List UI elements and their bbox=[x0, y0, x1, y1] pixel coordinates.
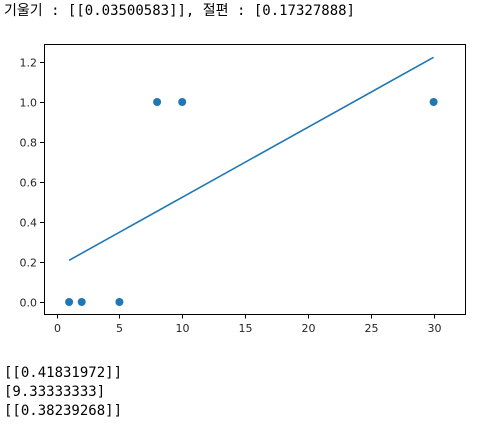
y-tick-label: 0.2 bbox=[20, 257, 38, 270]
data-point bbox=[65, 298, 74, 306]
plot-svg: 0 5 10 15 20 25 30 0.0 0.2 0.4 0.6 0.8 1.0 1.2 bbox=[20, 44, 466, 335]
y-tick-label: 0.0 bbox=[20, 297, 38, 310]
output-line-3: [[0.38239268]] bbox=[4, 403, 123, 419]
x-tick-label: 25 bbox=[365, 322, 379, 335]
y-tick-label: 0.8 bbox=[20, 137, 38, 150]
y-tick-label: 0.4 bbox=[20, 217, 38, 230]
data-point bbox=[429, 98, 438, 106]
y-tick-label: 1.0 bbox=[20, 97, 38, 110]
data-point bbox=[153, 98, 162, 106]
x-ticks: 0 5 10 15 20 25 30 bbox=[54, 314, 442, 335]
output-line-1: [[0.41831972]] bbox=[4, 365, 123, 381]
data-point bbox=[115, 298, 124, 306]
scatter-plot: 0 5 10 15 20 25 30 0.0 0.2 0.4 0.6 0.8 1.0 1.2 bbox=[0, 30, 480, 350]
regression-output-header: 기울기 : [[0.03500583]], 절편 : [0.17327888] bbox=[4, 3, 355, 19]
x-tick-label: 5 bbox=[116, 322, 123, 335]
y-tick-label: 0.6 bbox=[20, 177, 38, 190]
x-tick-label: 20 bbox=[302, 322, 316, 335]
x-tick-label: 30 bbox=[428, 322, 442, 335]
y-ticks: 0.0 0.2 0.4 0.6 0.8 1.0 1.2 bbox=[20, 57, 45, 310]
fit-line bbox=[68, 56, 434, 261]
x-tick-label: 10 bbox=[176, 322, 190, 335]
x-tick-label: 15 bbox=[239, 322, 253, 335]
y-tick-label: 1.2 bbox=[20, 57, 38, 70]
axes-frame bbox=[44, 44, 466, 315]
output-line-2: [9.33333333] bbox=[4, 384, 106, 400]
data-point bbox=[178, 98, 187, 106]
marks-layer bbox=[65, 56, 438, 306]
x-tick-label: 0 bbox=[54, 322, 61, 335]
data-point bbox=[77, 298, 86, 306]
